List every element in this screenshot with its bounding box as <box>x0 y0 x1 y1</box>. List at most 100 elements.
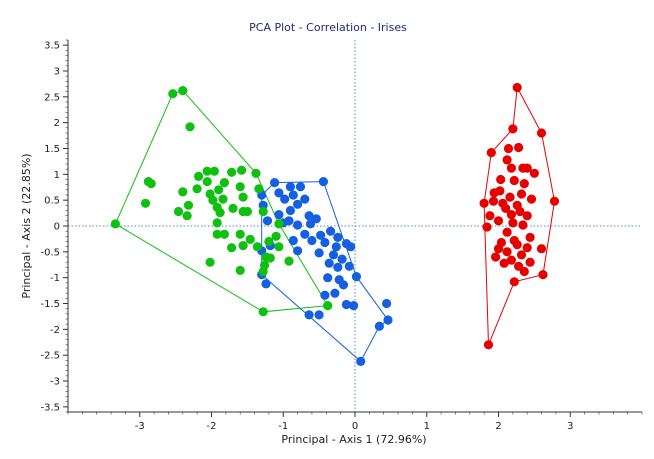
series-1-point-44 <box>330 288 340 298</box>
series-0-point-48 <box>538 270 548 280</box>
y-tick-label-5: 1 <box>54 170 60 181</box>
series-2-point-15 <box>192 184 202 194</box>
series-1-point-22 <box>326 226 336 236</box>
series-2-point-31 <box>182 211 192 221</box>
series-0-point-11 <box>496 174 506 185</box>
series-1-point-23 <box>333 232 343 242</box>
series-2-point-47 <box>205 257 215 267</box>
series-0-point-25 <box>515 206 525 217</box>
series-0-point-19 <box>526 194 537 204</box>
series-1-point-35 <box>324 258 334 268</box>
series-points <box>110 82 560 366</box>
series-1-point-6 <box>300 194 310 204</box>
series-2-point-38 <box>271 231 281 241</box>
series-0-point-37 <box>512 240 522 250</box>
series-0-point-33 <box>502 227 512 237</box>
series-0-point-18 <box>488 196 499 206</box>
series-2-point-35 <box>212 229 222 239</box>
series-1-point-39 <box>323 273 333 283</box>
series-1-point-1 <box>285 182 295 192</box>
series-2-point-14 <box>214 185 224 195</box>
series-1-point-45 <box>320 290 330 300</box>
series-2-point-41 <box>238 241 248 251</box>
series-2-point-51 <box>323 301 333 311</box>
series-2-point-21 <box>208 195 218 205</box>
series-0-point-1 <box>508 124 518 134</box>
series-0-point-49 <box>519 266 529 277</box>
chart-title: PCA Plot - Correlation - Irises <box>249 21 407 34</box>
series-1-point-20 <box>300 229 310 239</box>
y-tick-label-3: 2 <box>54 118 60 129</box>
series-2-point-24 <box>228 203 238 213</box>
series-0-point-29 <box>493 216 504 226</box>
series-2-point-5 <box>237 165 247 175</box>
series-1-point-12 <box>285 205 295 216</box>
series-2-point-39 <box>245 234 255 244</box>
series-1-point-47 <box>349 301 359 311</box>
series-0-point-34 <box>525 232 535 242</box>
series-0-point-31 <box>518 220 528 230</box>
series-0-point-2 <box>536 128 547 138</box>
y-tick-label-1: 3 <box>54 67 60 78</box>
series-0-point-10 <box>529 168 540 178</box>
series-0-point-32 <box>482 222 492 232</box>
series-1-point-0 <box>270 178 280 188</box>
series-0-point-4 <box>503 143 514 154</box>
series-1-point-49 <box>314 310 324 320</box>
series-0-point-20 <box>549 196 560 206</box>
series-2-point-48 <box>284 256 294 266</box>
series-1-point-4 <box>274 188 284 198</box>
series-0-point-5 <box>486 148 496 158</box>
series-0-point-30 <box>508 218 518 228</box>
series-0-point-26 <box>506 210 516 220</box>
series-1-point-36 <box>333 262 343 272</box>
y-tick-label-11: -2 <box>50 325 60 336</box>
series-0-point-28 <box>485 211 495 221</box>
series-0-point-16 <box>516 189 527 199</box>
series-0-point-9 <box>518 163 528 173</box>
series-1-point-52 <box>374 321 384 331</box>
plot-area <box>68 40 642 412</box>
series-2-point-17 <box>178 187 188 197</box>
series-0-point-39 <box>493 244 504 254</box>
y-tick-label-14: -3.5 <box>40 402 60 413</box>
series-1-point-2 <box>295 182 306 192</box>
series-2-point-13 <box>235 182 245 192</box>
y-tick-label-12: -2.5 <box>40 351 60 362</box>
x-axis-label: Principal - Axis 1 (72.96%) <box>281 433 426 446</box>
series-1-point-15 <box>274 210 284 220</box>
series-1-point-13 <box>304 211 314 221</box>
series-2-point-34 <box>274 219 284 229</box>
series-2-point-20 <box>218 194 228 204</box>
series-2-point-43 <box>274 242 284 252</box>
series-0-point-22 <box>479 198 489 208</box>
series-2-point-27 <box>242 206 252 217</box>
y-tick-label-9: -1 <box>50 273 60 284</box>
series-1-point-41 <box>351 272 361 282</box>
series-2-point-8 <box>251 168 261 178</box>
series-0-point-0 <box>512 82 522 93</box>
series-0-point-41 <box>502 247 512 257</box>
y-tick-label-0: 3.5 <box>44 41 60 52</box>
series-1-point-11 <box>262 216 273 226</box>
series-0-point-45 <box>525 257 535 267</box>
series-1-point-19 <box>305 219 316 229</box>
x-tick-label-5: 2 <box>495 421 501 432</box>
series-0-hull <box>483 85 556 345</box>
series-2-point-1 <box>168 89 178 99</box>
x-tick-label-3: 0 <box>352 421 358 432</box>
series-2-point-36 <box>219 229 229 239</box>
series-2-point-42 <box>252 242 262 252</box>
series-0-point-7 <box>506 163 516 173</box>
series-0-point-50 <box>509 277 519 287</box>
series-1-point-3 <box>318 177 328 187</box>
series-2-point-3 <box>209 166 219 176</box>
y-tick-label-10: -1.5 <box>40 299 60 310</box>
x-tick-label-1: -2 <box>207 421 217 432</box>
series-0-point-46 <box>499 258 509 268</box>
y-tick-label-2: 2.5 <box>44 92 60 103</box>
y-tick-label-13: -3 <box>50 377 60 388</box>
series-2-point-11 <box>202 177 212 187</box>
series-2-point-4 <box>202 166 212 176</box>
series-1-point-8 <box>293 199 303 209</box>
